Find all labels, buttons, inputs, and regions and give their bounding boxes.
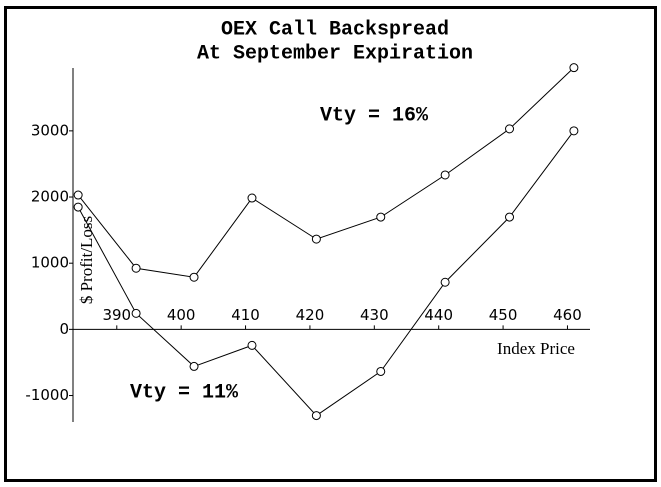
point-marker bbox=[311, 411, 321, 421]
point-marker bbox=[247, 193, 257, 203]
x-axis-label: Index Price bbox=[497, 339, 575, 358]
y-tick-label: -1000 bbox=[25, 386, 69, 404]
x-tick-label: 390 bbox=[102, 306, 131, 324]
y-axis-label: $ Profit/Loss bbox=[77, 216, 96, 304]
point-marker bbox=[505, 124, 515, 134]
x-tick-label: 460 bbox=[553, 306, 582, 324]
x-tick-label: 440 bbox=[424, 306, 453, 324]
y-tick-label: 0 bbox=[59, 320, 69, 338]
chart-title: OEX Call Backspread bbox=[221, 18, 449, 41]
point-marker bbox=[569, 63, 579, 73]
point-marker bbox=[73, 190, 83, 200]
point-marker bbox=[376, 366, 386, 376]
point-marker bbox=[73, 202, 83, 212]
point-marker bbox=[131, 308, 141, 318]
point-marker bbox=[189, 361, 199, 371]
point-marker bbox=[247, 340, 257, 350]
y-tick-label: 2000 bbox=[31, 188, 69, 206]
frame bbox=[4, 6, 657, 482]
point-marker bbox=[131, 263, 141, 273]
point-marker bbox=[440, 277, 450, 287]
x-tick-label: 410 bbox=[231, 306, 260, 324]
point-marker bbox=[376, 212, 386, 222]
x-tick-label: 420 bbox=[296, 306, 325, 324]
point-marker bbox=[505, 212, 515, 222]
x-tick-label: 450 bbox=[489, 306, 518, 324]
series-annotation: Vty = 16% bbox=[320, 104, 429, 127]
point-marker bbox=[311, 234, 321, 244]
x-tick-label: 430 bbox=[360, 306, 389, 324]
point-marker bbox=[189, 272, 199, 282]
y-tick-label: 1000 bbox=[31, 254, 69, 272]
x-tick-label: 400 bbox=[167, 306, 196, 324]
point-marker bbox=[440, 170, 450, 180]
point-marker bbox=[569, 126, 579, 136]
chart-subtitle: At September Expiration bbox=[197, 42, 473, 65]
series-annotation: Vty = 11% bbox=[130, 381, 239, 404]
y-tick-label: 3000 bbox=[31, 121, 69, 139]
